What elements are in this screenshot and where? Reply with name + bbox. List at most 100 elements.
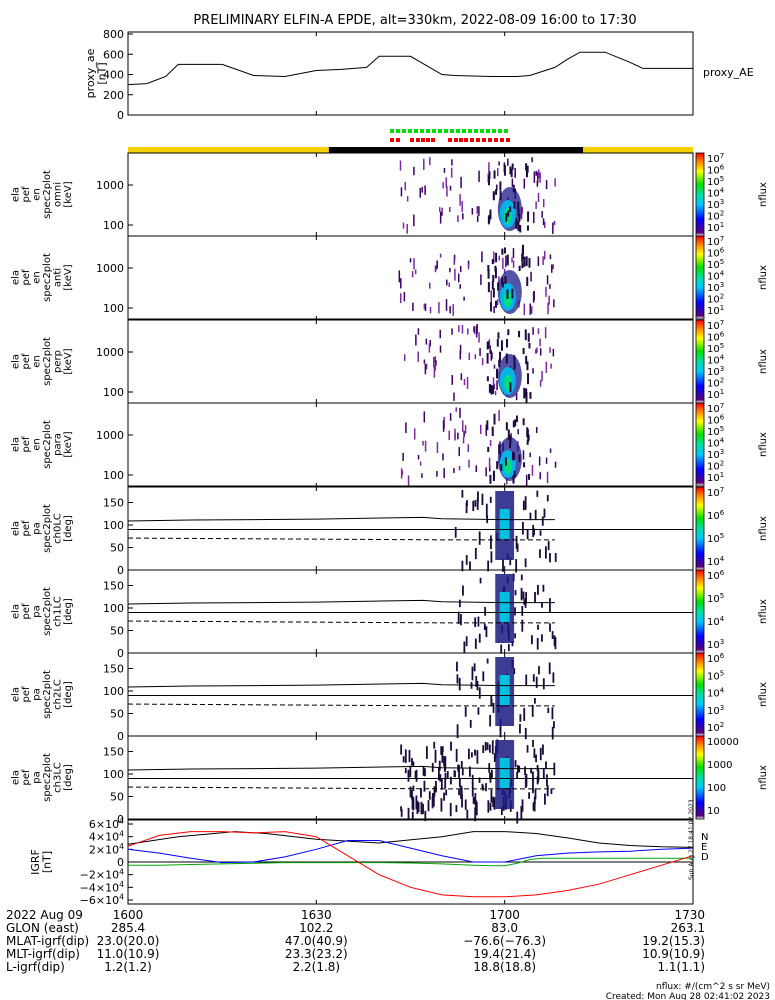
- pa-pixel: [536, 490, 539, 497]
- igrf-ytick-label: 2×104: [89, 842, 124, 856]
- ylabel-line: spec2plot: [42, 170, 53, 219]
- pa-pixel: [483, 623, 486, 630]
- igrf-ylabel: IGRF[nT]: [29, 849, 54, 875]
- energy2-cbar-tick: 103: [707, 281, 724, 294]
- spectro-pixel: [471, 208, 474, 215]
- spectro-pixel-dark: [495, 189, 498, 195]
- spectro-pixel: [459, 344, 462, 354]
- spectro-pixel: [523, 178, 526, 189]
- pa-pixel: [541, 516, 544, 526]
- pa-pixel: [469, 719, 472, 728]
- pa-pixel: [550, 788, 553, 794]
- pa-pixel: [475, 800, 477, 808]
- spectro-pixel: [424, 363, 427, 375]
- pa-pixel: [534, 788, 537, 800]
- energy-panel-frame: [127, 235, 694, 320]
- science-marker-green: [408, 129, 412, 133]
- pa-pixel: [461, 490, 464, 498]
- pa-pixel: [475, 801, 478, 816]
- pa-pixel: [515, 535, 518, 549]
- loss-cone-line: [127, 599, 555, 605]
- pa-pixel: [473, 663, 476, 672]
- spectro-pixel: [532, 327, 534, 335]
- spectro-pixel: [498, 276, 500, 283]
- spectro-pixel-dark: [517, 201, 520, 211]
- spectro-pixel: [514, 167, 516, 178]
- ephem-row-label: 2022 Aug 09: [6, 908, 83, 922]
- pa-pixel: [461, 794, 463, 808]
- pa-pixel: [500, 644, 503, 654]
- spectro-pixel: [449, 207, 451, 213]
- spectro-pixel-dark: [511, 288, 514, 299]
- pa-pixel: [528, 792, 531, 799]
- spectro-pixel: [493, 251, 495, 264]
- pa-pixel: [411, 758, 413, 766]
- energy-ytick-label: 100: [103, 302, 124, 315]
- spectro-pixel-dark: [526, 276, 529, 286]
- spectro-pixel: [512, 248, 515, 258]
- pa-pixel: [404, 767, 407, 774]
- spectro-pixel-dark: [489, 474, 492, 484]
- pa-pixel: [475, 676, 478, 687]
- spectro-pixel-dark: [498, 444, 501, 454]
- ylabel-line: ch3LC: [53, 762, 64, 793]
- spectro-pixel-dark: [526, 427, 529, 438]
- spectro-pixel: [435, 265, 437, 271]
- spectro-pixel-dark: [487, 446, 490, 453]
- science-marker-red: [506, 138, 510, 142]
- spectro-pixel: [407, 475, 410, 487]
- spectro-pixel: [537, 172, 539, 184]
- pa-cluster-core: [499, 758, 510, 788]
- spectro-pixel: [533, 171, 536, 183]
- igrf-ytick-label: 6×104: [89, 817, 124, 831]
- spectro-pixel: [466, 377, 469, 389]
- science-marker-red: [431, 138, 435, 142]
- spectro-pixel: [478, 206, 480, 216]
- pa-cluster-core: [499, 675, 510, 705]
- spectro-pixel: [453, 254, 456, 262]
- pa-pixel: [464, 706, 467, 717]
- ylabel-line: pef: [21, 603, 32, 620]
- pa-pixel: [465, 636, 468, 647]
- spectro-pixel: [402, 452, 404, 461]
- spectro-pixel: [553, 299, 555, 308]
- ylabel-line: en: [32, 188, 43, 201]
- pa-pixel: [491, 740, 494, 755]
- pa-pixel: [437, 767, 440, 781]
- spectro-pixel: [474, 354, 477, 360]
- pa-ylabel: ela pef pa spec2plot ch3LC [deg]: [11, 753, 75, 802]
- pa4-cbar-tick: 10000: [707, 737, 739, 748]
- spectro-pixel: [546, 275, 549, 285]
- pa-pixel: [433, 786, 436, 797]
- pa-pixel: [431, 796, 434, 809]
- spectro-pixel: [454, 433, 456, 439]
- pa-pixel: [490, 535, 492, 550]
- spectro-pixel: [481, 251, 483, 263]
- pa-pixel: [529, 512, 532, 521]
- spectro-pixel: [542, 256, 544, 265]
- ephem-value: 19.2(15.3): [642, 934, 705, 948]
- pa-pixel: [514, 590, 517, 596]
- spectro-pixel: [545, 361, 548, 373]
- spectro-pixel: [480, 274, 482, 285]
- spectro-pixel: [461, 420, 464, 432]
- pa-pixel: [488, 744, 491, 753]
- spectro-pixel: [419, 187, 421, 198]
- spectro-pixel-dark: [512, 475, 515, 484]
- energy4-cbar-label: nflux: [758, 432, 769, 457]
- ylabel-line: pef: [21, 353, 32, 370]
- pa-pixel: [532, 802, 535, 811]
- spectro-pixel-dark: [507, 429, 510, 441]
- pa-pixel: [482, 671, 485, 682]
- spectro-pixel-dark: [486, 352, 489, 364]
- spectro-pixel-dark: [527, 211, 530, 222]
- spectro-pixel-dark: [487, 268, 490, 279]
- spectro-pixel: [462, 213, 464, 220]
- proxy-legend: proxy_AE: [703, 66, 754, 79]
- energy2-cbar-tick: 104: [707, 270, 725, 283]
- ylabel-line: [deg]: [63, 598, 74, 625]
- ephem-row-label: GLON (east): [6, 921, 79, 935]
- energy-panel-frame: [127, 319, 694, 404]
- pa1-cbar-tick: 104: [707, 555, 725, 568]
